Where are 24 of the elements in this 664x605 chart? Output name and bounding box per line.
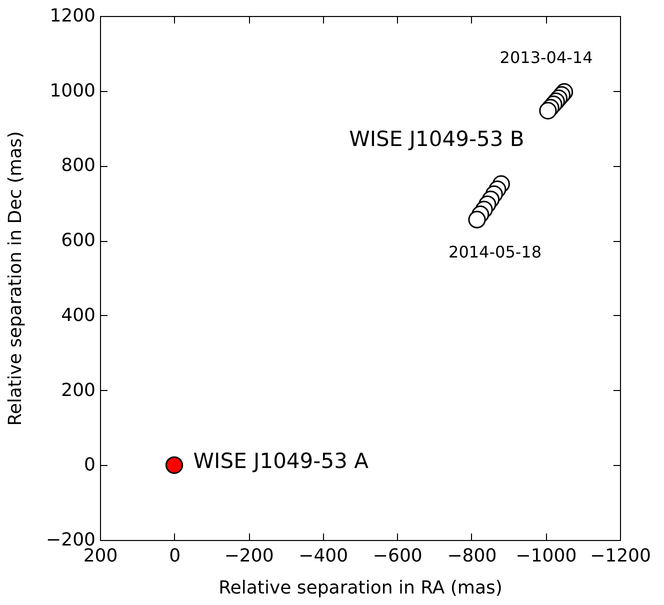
- y-tick-label: 0: [84, 454, 96, 476]
- point: [165, 456, 184, 474]
- annotation: 2014-05-18: [448, 242, 542, 262]
- annotation: 2013-04-14: [500, 48, 593, 67]
- y-tick-label: 200: [61, 380, 96, 401]
- x-tick-label: −200: [224, 546, 274, 566]
- x-tick-label: 0: [169, 546, 181, 566]
- x-tick-label: −600: [372, 546, 422, 566]
- y-tick-label: 800: [61, 155, 96, 176]
- x-tick-label: −800: [447, 546, 497, 566]
- x-tick-label: −1000: [516, 546, 577, 566]
- y-tick-label: 400: [61, 304, 96, 326]
- y-tick-label: 1200: [50, 6, 96, 26]
- x-axis-title: Relative separation in RA (mas): [218, 578, 502, 598]
- y-axis-title: Relative separation in Dec (mas): [5, 131, 26, 426]
- point: [468, 210, 486, 228]
- x-tick-label: −400: [298, 546, 348, 566]
- y-tick-label: 1000: [50, 80, 96, 102]
- series-label: WISE J1049-53 A: [193, 449, 370, 474]
- x-tick-label: 200: [83, 546, 118, 566]
- point: [539, 102, 557, 120]
- y-tick-label: 600: [61, 230, 96, 252]
- series-label: WISE J1049-53 B: [349, 126, 524, 151]
- x-tick-label: −1200: [590, 546, 651, 566]
